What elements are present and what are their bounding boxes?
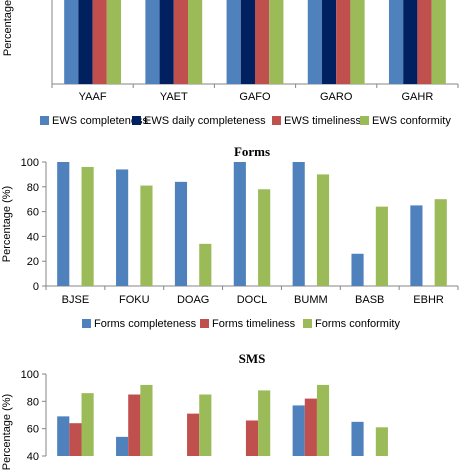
bar-0-s2-c4 [417, 0, 432, 84]
chart-panel-0: Percentage YAAF YAET GAFO GARO GAHR EWS comple… [2, 0, 459, 127]
legend-swatch [303, 319, 312, 328]
y-tick-label: 100 [21, 157, 39, 169]
bar-2-s0-c4 [292, 405, 305, 456]
bar-2-s2-c3 [258, 390, 271, 456]
bar-0-s3-c0 [106, 0, 122, 84]
y-tick-label: 40 [27, 451, 39, 463]
legend-swatch [40, 116, 49, 125]
bar-1-s2-c2 [199, 243, 212, 286]
legend-swatch [82, 319, 91, 328]
bar-0-s2-c2 [255, 0, 270, 84]
bar-1-s0-c1 [116, 169, 129, 286]
bar-0-s0-c4 [388, 0, 404, 84]
y-tick-label: 80 [27, 182, 39, 194]
bar-2-s1-c2 [187, 413, 200, 456]
bar-0-s0-c1 [145, 0, 160, 84]
bar-1-s2-c3 [258, 189, 271, 286]
legend-swatch [360, 116, 369, 125]
legend-label: EWS conformity [372, 115, 451, 127]
bar-0-s1-c4 [403, 0, 418, 84]
x-category-label: DOCL [237, 294, 268, 306]
y-axis-label: Percentage [2, 0, 14, 56]
bar-2-s0-c0 [57, 416, 70, 456]
x-category-label: YAET [160, 91, 188, 103]
bar-1-s2-c0 [81, 166, 94, 286]
bar-0-s0-c3 [307, 0, 322, 84]
chart-title: SMS [239, 351, 266, 366]
bar-0-s1-c2 [240, 0, 255, 84]
x-category-label: YAAF [79, 91, 107, 103]
chart-panel-1: Forms Percentage (%) 0 20 40 60 80 100 BJSE FOKU D… [1, 144, 459, 330]
bar-2-s1-c1 [128, 394, 141, 456]
bar-1-s0-c4 [292, 162, 305, 286]
chart-panel-2: SMS Percentage (%) 40 60 80 100 [1, 351, 388, 470]
y-tick-label: 20 [27, 256, 39, 268]
legend-label: EWS completeness [52, 115, 148, 127]
bar-2-s2-c1 [140, 384, 153, 456]
bar-1-s0-c5 [351, 253, 364, 286]
bar-1-s2-c1 [140, 185, 153, 286]
bar-0-s3-c1 [188, 0, 203, 84]
legend-swatch [200, 319, 209, 328]
legend-label: Forms completeness [94, 318, 197, 330]
y-tick-label: 60 [27, 207, 39, 219]
bar-0-s3-c2 [269, 0, 284, 84]
y-tick-label: 60 [27, 424, 39, 436]
x-category-label: GAHR [402, 91, 434, 103]
x-category-label: BASB [355, 294, 384, 306]
bar-0-s3-c3 [350, 0, 365, 84]
legend-swatch [132, 116, 141, 125]
legend-label: Forms timeliness [212, 318, 296, 330]
bar-0-s1-c1 [159, 0, 174, 84]
x-category-label: DOAG [177, 294, 209, 306]
bar-2-s2-c4 [316, 384, 330, 456]
bar-0-s0-c0 [64, 0, 79, 84]
y-tick-label: 40 [27, 231, 39, 243]
bar-0-s3-c4 [431, 0, 446, 84]
bar-2-s2-c2 [199, 394, 212, 456]
bar-1-s2-c4 [316, 174, 330, 286]
bar-0-s1-c0 [78, 0, 93, 84]
bar-1-s0-c2 [174, 181, 188, 286]
x-category-label: GARO [320, 91, 353, 103]
bar-0-s2-c3 [336, 0, 351, 84]
x-category-label: BJSE [62, 294, 90, 306]
legend-label: Forms conformity [315, 318, 400, 330]
legend-swatch [272, 116, 281, 125]
x-category-label: BUMM [294, 294, 328, 306]
bar-2-s0-c1 [116, 436, 129, 456]
bar-2-s1-c3 [245, 420, 259, 456]
bar-2-s1-c0 [69, 423, 82, 456]
bar-1-s2-c5 [375, 206, 388, 286]
legend: Forms completeness Forms timeliness Forms … [82, 318, 400, 330]
bar-1-s0-c0 [57, 162, 70, 286]
x-category-label: EBHR [413, 294, 444, 306]
bar-0-s2-c1 [173, 0, 188, 84]
bar-2-s0-c5 [351, 421, 364, 456]
y-axis-label: Percentage (%) [1, 186, 13, 262]
y-tick-label: 100 [21, 369, 39, 381]
y-axis-label: Percentage (%) [1, 394, 13, 470]
x-category-label: FOKU [119, 294, 150, 306]
legend-label: EWS timeliness [284, 115, 362, 127]
bar-1-s2-c6 [434, 199, 447, 286]
bar-1-s0-c6 [410, 205, 423, 286]
chart-title: Forms [234, 144, 270, 159]
bar-2-s2-c0 [81, 393, 94, 456]
y-tick-label: 80 [27, 396, 39, 408]
x-category-label: GAFO [239, 91, 271, 103]
bar-0-s1-c3 [321, 0, 337, 84]
bar-1-s0-c3 [233, 162, 246, 286]
bar-0-s2-c0 [92, 0, 107, 84]
bar-2-s1-c4 [304, 398, 317, 456]
bar-0-s0-c2 [226, 0, 241, 84]
y-tick-label: 0 [33, 281, 39, 293]
bar-2-s2-c5 [375, 427, 388, 456]
legend-label: EWS daily completeness [144, 115, 266, 127]
